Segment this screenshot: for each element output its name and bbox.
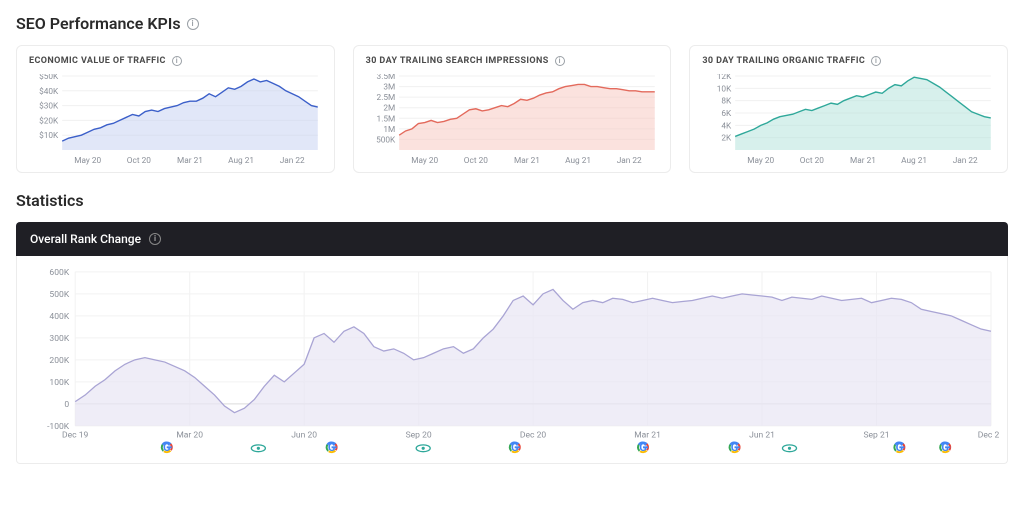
kpi-section-title: SEO Performance KPIs [16, 14, 181, 33]
google-update-marker[interactable] [325, 440, 339, 454]
svg-text:Mar 20: Mar 20 [176, 431, 203, 441]
svg-text:500K: 500K [49, 290, 69, 300]
kpi-row: ECONOMIC VALUE OF TRAFFIC i $10K $20K $30K… [16, 45, 1008, 173]
svg-text:$50K: $50K [39, 74, 59, 82]
svg-text:Sep 20: Sep 20 [406, 431, 432, 441]
algorithm-watch-icon[interactable] [416, 445, 430, 452]
svg-text:1.5M: 1.5M [376, 114, 395, 124]
kpi-card-search-impressions: 30 DAY TRAILING SEARCH IMPRESSIONS i 500… [353, 45, 672, 173]
svg-text:6K: 6K [722, 109, 733, 119]
svg-text:Aug 21: Aug 21 [228, 156, 254, 166]
kpi-title-label: ECONOMIC VALUE OF TRAFFIC [29, 56, 166, 66]
svg-text:12K: 12K [717, 74, 732, 82]
svg-text:Jan 22: Jan 22 [280, 156, 305, 166]
svg-text:500K: 500K [376, 135, 396, 145]
kpi-card-organic-traffic: 30 DAY TRAILING ORGANIC TRAFFIC i 2K 4K 6K… [689, 45, 1008, 173]
svg-text:0: 0 [64, 400, 69, 410]
svg-text:May 20: May 20 [411, 156, 438, 166]
svg-text:8K: 8K [722, 97, 733, 107]
svg-text:400K: 400K [49, 312, 69, 322]
kpi-card-economic-value: ECONOMIC VALUE OF TRAFFIC i $10K $20K $30K… [16, 45, 335, 173]
info-icon[interactable]: i [871, 56, 881, 66]
svg-text:4K: 4K [722, 121, 733, 131]
stats-header-label: Overall Rank Change [30, 232, 141, 246]
svg-text:Aug 21: Aug 21 [565, 156, 591, 166]
svg-text:3M: 3M [383, 82, 395, 92]
svg-text:Jun 21: Jun 21 [749, 431, 775, 441]
svg-text:Jan 22: Jan 22 [616, 156, 641, 166]
kpi-chart-organic-traffic: 2K 4K 6K 8K 10K 12K May 20 Oct 20 Mar 21 Aug 21 Ja… [702, 74, 995, 166]
kpi-chart-economic-value: $10K $20K $30K $40K $50K May 20 Oct 20 Mar 21 Au… [29, 74, 322, 166]
info-icon[interactable]: i [172, 56, 182, 66]
info-icon[interactable]: i [555, 56, 565, 66]
svg-text:2M: 2M [383, 104, 395, 114]
svg-text:Mar 21: Mar 21 [514, 156, 540, 166]
stats-section-title: Statistics [16, 191, 84, 210]
svg-text:Dec 20: Dec 20 [520, 431, 547, 441]
svg-text:200K: 200K [49, 356, 69, 366]
kpi-chart-search-impressions: 500K1M1.5M2M2.5M3M3.5M May 20 Oct 20 Mar 21… [366, 74, 659, 166]
svg-text:Jun 20: Jun 20 [291, 431, 317, 441]
svg-text:Dec 21: Dec 21 [978, 431, 999, 441]
svg-text:300K: 300K [49, 334, 69, 344]
svg-text:Oct 20: Oct 20 [127, 156, 151, 166]
svg-text:Aug 21: Aug 21 [901, 156, 927, 166]
svg-text:Jan 22: Jan 22 [953, 156, 978, 166]
google-update-marker[interactable] [636, 440, 650, 454]
svg-text:$40K: $40K [39, 86, 59, 97]
svg-text:10K: 10K [717, 84, 732, 94]
svg-text:2K: 2K [722, 134, 733, 144]
svg-text:$30K: $30K [39, 101, 59, 112]
google-update-marker[interactable] [892, 440, 906, 454]
svg-text:Dec 19: Dec 19 [62, 431, 89, 441]
svg-text:2.5M: 2.5M [376, 93, 395, 103]
svg-text:3.5M: 3.5M [376, 74, 395, 82]
svg-text:May 20: May 20 [74, 156, 101, 166]
svg-text:1M: 1M [383, 125, 395, 135]
kpi-title-label: 30 DAY TRAILING ORGANIC TRAFFIC [702, 56, 865, 66]
svg-text:May 20: May 20 [748, 156, 775, 166]
info-icon[interactable]: i [187, 18, 199, 30]
kpi-title-label: 30 DAY TRAILING SEARCH IMPRESSIONS [366, 56, 549, 66]
info-icon[interactable]: i [149, 233, 161, 245]
svg-text:Mar 21: Mar 21 [850, 156, 876, 166]
svg-text:100K: 100K [49, 378, 69, 388]
stats-header: Overall Rank Change i [16, 222, 1008, 256]
algorithm-watch-icon[interactable] [782, 445, 796, 452]
svg-text:Oct 20: Oct 20 [800, 156, 824, 166]
algorithm-watch-icon[interactable] [251, 445, 265, 452]
svg-text:$20K: $20K [39, 115, 59, 126]
svg-text:600K: 600K [49, 268, 69, 278]
rank-change-chart: -100K0100K200K300K400K500K600KDec 19Mar … [16, 256, 1008, 464]
svg-text:$10K: $10K [39, 130, 59, 141]
svg-text:Sep 21: Sep 21 [863, 431, 889, 441]
svg-text:Oct 20: Oct 20 [463, 156, 487, 166]
svg-text:Mar 21: Mar 21 [634, 431, 661, 441]
svg-text:Mar 21: Mar 21 [177, 156, 203, 166]
